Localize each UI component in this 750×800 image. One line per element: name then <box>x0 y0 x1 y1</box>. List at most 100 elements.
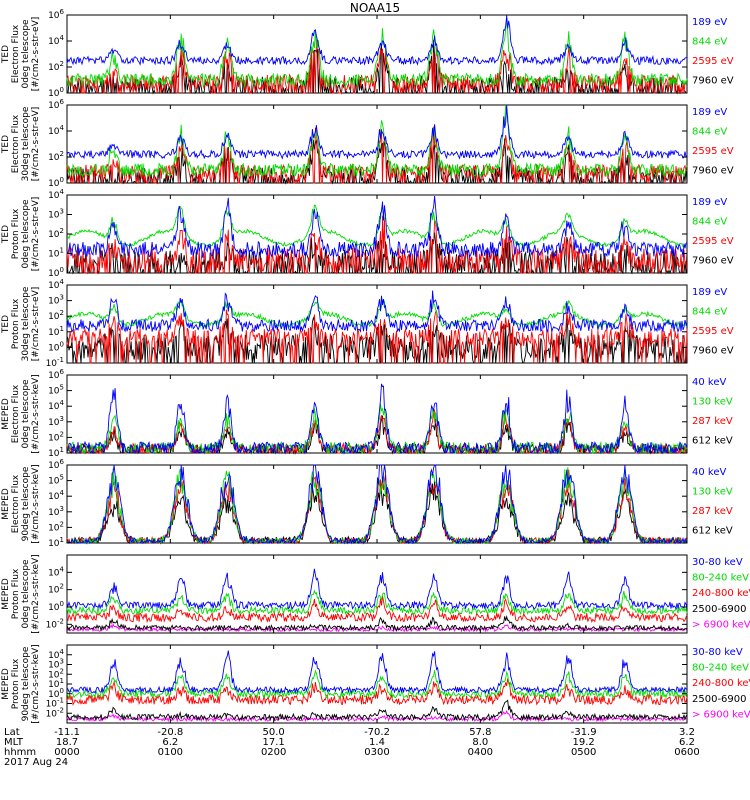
series-line-4 <box>66 196 688 259</box>
series-line-4 <box>66 669 688 700</box>
legend-entry: > 6900 keV <box>692 619 750 630</box>
legend-entry: 7960 eV <box>692 166 734 177</box>
series-line-3 <box>66 204 687 248</box>
legend-entry: 189 eV <box>692 287 727 298</box>
x-tick-hhmm: 0300 <box>364 747 389 758</box>
y-tick-label: 105 <box>48 474 64 487</box>
legend-entry: 844 eV <box>692 127 727 138</box>
series-line-4 <box>66 104 688 160</box>
x-tick-hhmm: 0100 <box>158 747 183 758</box>
y-tick-label: 101 <box>48 247 64 260</box>
x-tick-hhmm: 0600 <box>674 747 699 758</box>
series-line-4 <box>66 589 688 616</box>
legend-entry: 240-800 keV <box>692 588 750 599</box>
series-line-4 <box>66 464 688 545</box>
x-tick-mlt: 6.2 <box>162 737 178 748</box>
y-axis-label: TEDElectron Flux30deg telescope[#/cm2-s-… <box>1 106 41 181</box>
series-line-5 <box>66 650 688 695</box>
x-tick-mlt: 19.2 <box>573 737 595 748</box>
y-axis-label: MEPEDProton Flux90deg telescope[#/cm2-s-… <box>1 644 41 723</box>
legend-entry: 7960 eV <box>692 256 734 267</box>
legend-entry: 40 keV <box>692 467 726 478</box>
legend-entry: 40 keV <box>692 377 726 388</box>
y-tick-label: 102 <box>48 150 64 163</box>
legend-entry: 189 eV <box>692 107 727 118</box>
y-tick-label: 102 <box>48 583 64 596</box>
series-line-4 <box>66 290 688 334</box>
y-tick-label: 102 <box>48 520 64 533</box>
legend-entry: 7960 eV <box>692 346 734 357</box>
x-tick-hhmm: 0200 <box>261 747 286 758</box>
x-row-label: Lat <box>4 727 20 738</box>
legend-entry: 844 eV <box>692 307 727 318</box>
y-axis-label: MEPEDElectron Flux90deg telescope[#/cm2-… <box>1 464 41 543</box>
series-line-5 <box>66 568 688 611</box>
y-tick-label: 104 <box>48 565 64 578</box>
y-tick-label: 103 <box>48 505 64 518</box>
y-axis-label: TEDProton Flux0deg telescope[#/cm2-s-str… <box>1 197 41 272</box>
y-tick-label: 105 <box>48 384 64 397</box>
y-tick-label: 104 <box>48 124 64 137</box>
panel-frame <box>66 374 688 454</box>
y-tick-label: 106 <box>48 368 64 381</box>
series-line-3 <box>66 104 688 178</box>
y-axis-label: MEPEDProton Flux0deg telescope[#/cm2-s-s… <box>1 554 41 633</box>
y-tick-label: 101 <box>48 325 64 338</box>
series-line-3 <box>66 678 688 706</box>
legend-entry: > 6900 keV <box>692 709 750 720</box>
x-tick-lat: -20.8 <box>157 727 183 738</box>
x-tick-mlt: 17.1 <box>263 737 285 748</box>
x-tick-hhmm: 0400 <box>468 747 493 758</box>
series-line-4 <box>66 15 688 67</box>
x-tick-mlt: 18.7 <box>56 737 78 748</box>
x-tick-lat: -70.2 <box>364 727 390 738</box>
legend-entry: 240-800 keV <box>692 678 750 689</box>
y-tick-label: 102 <box>48 430 64 443</box>
x-row-label: MLT <box>4 737 24 748</box>
x-tick-mlt: 1.4 <box>369 737 385 748</box>
y-tick-label: 106 <box>48 8 64 21</box>
legend-entry: 287 keV <box>692 416 733 427</box>
y-tick-label: 100 <box>48 340 64 353</box>
y-tick-label: 102 <box>48 227 64 240</box>
y-tick-label: 103 <box>48 208 64 221</box>
legend-entry: 844 eV <box>692 217 727 228</box>
y-axis-label: TEDProton Flux30deg telescope[#/cm2-s-st… <box>1 286 41 361</box>
legend-entry: 2595 eV <box>692 236 734 247</box>
legend-entry: 612 keV <box>692 526 733 537</box>
y-tick-label: 103 <box>48 415 64 428</box>
y-axis-label: MEPEDElectron Flux0deg telescope[#/cm2-s… <box>1 374 41 453</box>
panel-6: 101 102 103 104 105 106 MEPEDElectron Flux90de… <box>1 458 733 549</box>
legend-entry: 30-80 keV <box>692 557 743 568</box>
series-line-3 <box>66 595 688 624</box>
x-tick-lat: 3.2 <box>679 727 695 738</box>
x-tick-mlt: 6.2 <box>679 737 695 748</box>
series-line-2 <box>66 699 688 722</box>
y-tick-label: 104 <box>48 489 64 502</box>
legend-entry: 287 keV <box>692 506 733 517</box>
legend-entry: 80-240 keV <box>692 663 749 674</box>
y-tick-label: 102 <box>48 309 64 322</box>
y-tick-label: 102 <box>48 60 64 73</box>
legend-entry: 189 eV <box>692 17 727 28</box>
y-tick-label: 104 <box>48 278 64 291</box>
panels-group: 100 102 104 106 TEDElectron Flux0deg telesco… <box>1 8 750 724</box>
x-tick-hhmm: 0000 <box>54 747 79 758</box>
y-tick-label: 106 <box>48 98 64 111</box>
y-axis-label: TEDElectron Flux0deg telescope[#/cm2-s-s… <box>1 17 41 92</box>
legend-entry: 2500-6900 <box>692 694 747 705</box>
legend-entry: 80-240 keV <box>692 573 749 584</box>
y-tick-label: 103 <box>48 294 64 307</box>
legend-entry: 2500-6900 <box>692 604 747 615</box>
legend-entry: 30-80 keV <box>692 647 743 658</box>
x-tick-lat: 57.8 <box>469 727 491 738</box>
legend-entry: 612 keV <box>692 436 733 447</box>
date-label: 2017 Aug 24 <box>4 757 68 768</box>
x-tick-lat: 50.0 <box>263 727 285 738</box>
